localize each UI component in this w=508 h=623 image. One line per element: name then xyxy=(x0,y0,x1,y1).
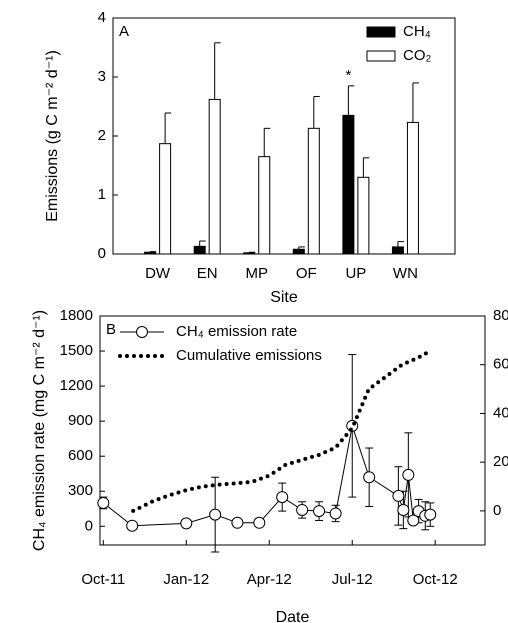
y-tick-label: 3 xyxy=(98,68,106,85)
y-tick-label: 0 xyxy=(85,517,93,534)
rate-marker xyxy=(392,489,405,502)
rate-marker xyxy=(276,491,289,504)
x-axis-label: Site xyxy=(270,289,298,306)
x-tick-label: MP xyxy=(245,265,268,282)
rate-marker xyxy=(231,516,244,529)
y-tick-label: 600 xyxy=(68,447,93,464)
rate-marker xyxy=(313,505,326,518)
rate-marker xyxy=(407,514,420,527)
y2-tick-label: 20 xyxy=(493,453,508,470)
rate-marker xyxy=(296,503,309,516)
x-tick-label: Oct-12 xyxy=(413,571,458,588)
x-tick-label: OF xyxy=(296,265,317,282)
y2-tick-label: 0 xyxy=(493,502,501,519)
y-tick-label: 0 xyxy=(98,245,106,262)
y-tick-label: 1200 xyxy=(60,377,93,394)
legend-label: CH₄ xyxy=(403,23,431,40)
cumulative-line xyxy=(131,348,434,513)
x-tick-label: UP xyxy=(345,265,366,282)
rate-marker xyxy=(329,507,342,520)
bar xyxy=(406,121,419,255)
legend-label: CO₂ xyxy=(403,47,432,64)
x-tick-label: Jul-12 xyxy=(332,571,373,588)
rate-marker xyxy=(424,508,437,521)
y-tick-label: 1500 xyxy=(60,342,93,359)
y-tick-label: 1 xyxy=(98,186,106,203)
x-tick-label: EN xyxy=(197,265,218,282)
rate-marker xyxy=(397,503,410,516)
bar xyxy=(391,246,404,255)
x-tick-label: Apr-12 xyxy=(247,571,292,588)
y2-tick-label: 40 xyxy=(493,404,508,421)
bar xyxy=(193,245,206,255)
y-axis-label: CH₄ emission rate (mg C m⁻² d⁻¹) xyxy=(31,310,48,551)
rate-marker xyxy=(363,471,376,484)
y-tick-label: 2 xyxy=(98,127,106,144)
panel-label: A xyxy=(119,23,129,40)
x-tick-label: DW xyxy=(145,265,171,282)
x-tick-label: Jan-12 xyxy=(163,571,209,588)
bar xyxy=(292,248,305,255)
y2-tick-label: 60 xyxy=(493,356,508,373)
bar xyxy=(243,252,256,255)
bar xyxy=(357,176,370,255)
legend-marker xyxy=(136,326,148,338)
legend-label: CH₄ emission rate xyxy=(176,323,297,340)
rate-marker xyxy=(180,517,193,530)
bar xyxy=(342,114,355,255)
bar xyxy=(258,156,271,255)
rate-marker xyxy=(209,508,222,521)
panel-label: B xyxy=(106,321,116,338)
y-tick-label: 1800 xyxy=(60,307,93,324)
bar xyxy=(144,251,157,255)
rate-marker xyxy=(126,519,139,532)
x-tick-label: WN xyxy=(393,265,418,282)
annotation: * xyxy=(345,67,351,84)
bar xyxy=(159,143,172,255)
legend-swatch xyxy=(366,50,396,62)
y-tick-label: 900 xyxy=(68,412,93,429)
y2-tick-label: 80 xyxy=(493,307,508,324)
bar xyxy=(307,127,320,255)
rate-marker xyxy=(97,496,110,509)
rate-marker xyxy=(402,468,415,481)
legend-swatch xyxy=(366,26,396,38)
y-axis-label: Emissions (g C m⁻² d⁻¹) xyxy=(44,50,61,222)
plot-frame xyxy=(99,315,486,546)
x-axis-label: Date xyxy=(276,609,310,623)
bar xyxy=(208,98,221,255)
y-tick-label: 4 xyxy=(98,9,106,26)
x-tick-label: Oct-11 xyxy=(81,571,125,588)
y-tick-label: 300 xyxy=(68,482,93,499)
legend-label: Cumulative emissions xyxy=(176,347,322,364)
rate-marker xyxy=(253,516,266,529)
